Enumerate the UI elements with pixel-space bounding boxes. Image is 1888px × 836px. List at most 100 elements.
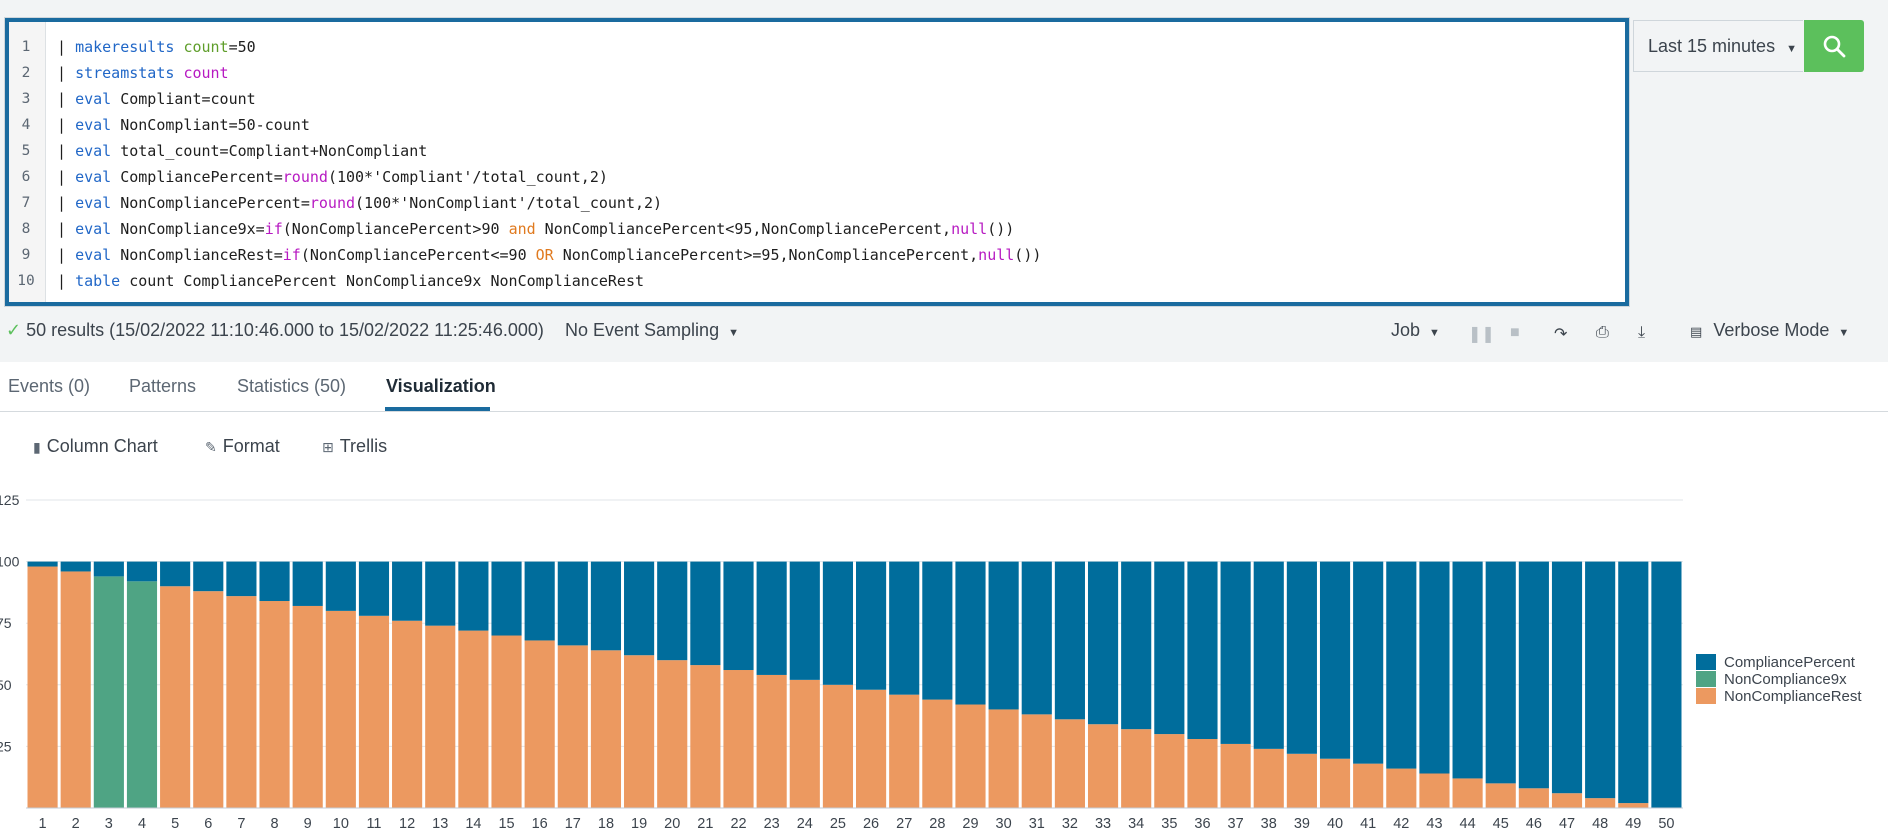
bar-noncompliancerest: [557, 645, 588, 808]
x-tick-label: 20: [664, 816, 680, 832]
trellis-button[interactable]: ⊞ Trellis: [322, 436, 387, 457]
bar-noncompliancerest: [193, 591, 224, 808]
check-icon: ✓: [6, 320, 22, 340]
bar-noncompliancerest: [27, 566, 58, 808]
bar-compliancepercent: [1121, 561, 1152, 730]
format-button[interactable]: ✎ Format: [205, 436, 280, 457]
tab-visualization[interactable]: Visualization: [386, 376, 496, 396]
x-tick-label: 5: [171, 816, 179, 832]
time-range-picker[interactable]: Last 15 minutes ▼: [1633, 20, 1803, 72]
bar-noncompliancerest: [1551, 793, 1583, 808]
legend-item-compliance[interactable]: CompliancePercent: [1696, 654, 1855, 671]
x-tick-label: 8: [271, 816, 279, 832]
legend-item-noncompliancerest[interactable]: NonComplianceRest: [1696, 688, 1862, 705]
bar-noncompliancerest: [922, 699, 953, 808]
line-number: 1: [21, 39, 31, 55]
y-tick-label: 100: [0, 554, 20, 570]
bar-noncompliancerest: [1021, 714, 1052, 808]
pencil-icon: ✎: [205, 439, 217, 455]
x-tick-label: 11: [366, 816, 381, 832]
bar-compliancepercent: [1419, 561, 1450, 774]
code-text: | eval CompliancePercent=round(100*'Comp…: [57, 168, 608, 186]
bar-noncompliancerest: [1253, 748, 1284, 808]
bar-noncompliancerest: [1220, 743, 1251, 808]
x-tick-label: 18: [598, 816, 614, 832]
caret-down-icon: ▼: [1786, 43, 1797, 55]
bar-noncompliancerest: [259, 601, 290, 808]
line-number: 4: [21, 117, 31, 133]
bar-compliancepercent: [425, 561, 456, 626]
event-sampling-dropdown[interactable]: No Event Sampling ▼: [565, 320, 739, 341]
x-tick-label: 13: [432, 816, 448, 832]
bar-compliancepercent: [1386, 561, 1417, 769]
x-tick-label: 42: [1393, 816, 1409, 832]
pause-icon[interactable]: ❚❚: [1468, 326, 1495, 343]
bar-noncompliancerest: [889, 694, 920, 808]
event-sampling-label: No Event Sampling: [565, 320, 720, 340]
x-tick-label: 32: [1062, 816, 1078, 832]
export-icon[interactable]: ⤓: [1638, 324, 1646, 341]
bar-compliancepercent: [1551, 561, 1583, 794]
x-tick-label: 10: [333, 816, 349, 832]
bar-compliancepercent: [756, 561, 787, 675]
x-tick-label: 7: [237, 816, 245, 832]
bar-noncompliancerest: [1518, 788, 1549, 808]
line-number: 8: [21, 221, 31, 237]
bar-compliancepercent: [955, 561, 986, 705]
bar-compliancepercent: [491, 561, 522, 636]
bar-compliancepercent: [988, 561, 1019, 710]
column-chart: 1251007550251234567891011121314151617181…: [0, 492, 1683, 832]
bar-compliancepercent: [1021, 561, 1052, 715]
x-tick-label: 41: [1360, 816, 1376, 832]
bar-noncompliancerest: [1618, 803, 1649, 808]
line-number: 10: [17, 273, 35, 289]
bar-noncompliancerest: [1286, 753, 1317, 808]
bar-compliancepercent: [259, 561, 290, 602]
job-menu[interactable]: Job ▼: [1391, 320, 1440, 341]
y-tick-label: 25: [0, 738, 12, 754]
search-button[interactable]: [1804, 20, 1864, 72]
x-tick-label: 1: [39, 816, 47, 832]
bar-compliancepercent: [1319, 561, 1351, 759]
search-editor[interactable]: 1 | makeresults count=50 2 | streamstats co…: [5, 18, 1629, 306]
results-count-text: 50 results (15/02/2022 11:10:46.000 to 1…: [26, 320, 544, 340]
bar-noncompliancerest: [789, 679, 820, 808]
bar-compliancepercent: [1253, 561, 1284, 749]
bar-noncompliancerest: [425, 625, 456, 808]
tab-events[interactable]: Events (0): [8, 376, 91, 396]
tab-patterns[interactable]: Patterns: [129, 376, 197, 396]
x-tick-label: 6: [204, 816, 212, 832]
code-text: | streamstats count: [57, 64, 229, 82]
chart-type-label: Column Chart: [46, 436, 158, 456]
code-text: | eval NonCompliancePercent=round(100*'N…: [57, 194, 663, 212]
y-tick-label: 125: [0, 492, 20, 508]
bar-noncompliancerest: [1154, 734, 1185, 808]
bar-compliancepercent: [1618, 561, 1649, 804]
trellis-label: Trellis: [339, 436, 388, 456]
print-icon[interactable]: ⎙: [1596, 324, 1609, 341]
tab-statistics[interactable]: Statistics (50): [237, 376, 347, 396]
bar-noncompliancerest: [988, 709, 1019, 808]
search-mode-dropdown[interactable]: ▤ Verbose Mode ▼: [1690, 320, 1849, 341]
y-tick-label: 50: [0, 677, 12, 693]
bar-noncompliancerest: [624, 655, 655, 808]
share-icon[interactable]: ↷: [1554, 326, 1568, 343]
bar-noncompliance9x: [93, 576, 124, 808]
legend-item-noncompliance9x[interactable]: NonCompliance9x: [1696, 671, 1847, 688]
bar-compliancepercent: [590, 561, 622, 651]
bar-noncompliance9x: [126, 581, 158, 808]
x-tick-label: 29: [962, 816, 978, 832]
bar-compliancepercent: [1187, 561, 1218, 740]
x-tick-label: 43: [1426, 816, 1442, 832]
bar-noncompliancerest: [1187, 739, 1218, 808]
bar-compliancepercent: [690, 561, 721, 666]
bar-noncompliancerest: [1452, 778, 1483, 808]
x-tick-label: 19: [631, 816, 647, 832]
bar-compliancepercent: [1485, 561, 1516, 784]
bar-noncompliancerest: [1419, 773, 1450, 808]
column-chart-button[interactable]: ▮ Column Chart: [33, 436, 158, 457]
code-text: | eval Compliant=count: [57, 90, 256, 108]
bar-compliancepercent: [1585, 561, 1616, 799]
line-number-gutter: [9, 22, 46, 302]
stop-icon[interactable]: ■: [1510, 324, 1520, 341]
